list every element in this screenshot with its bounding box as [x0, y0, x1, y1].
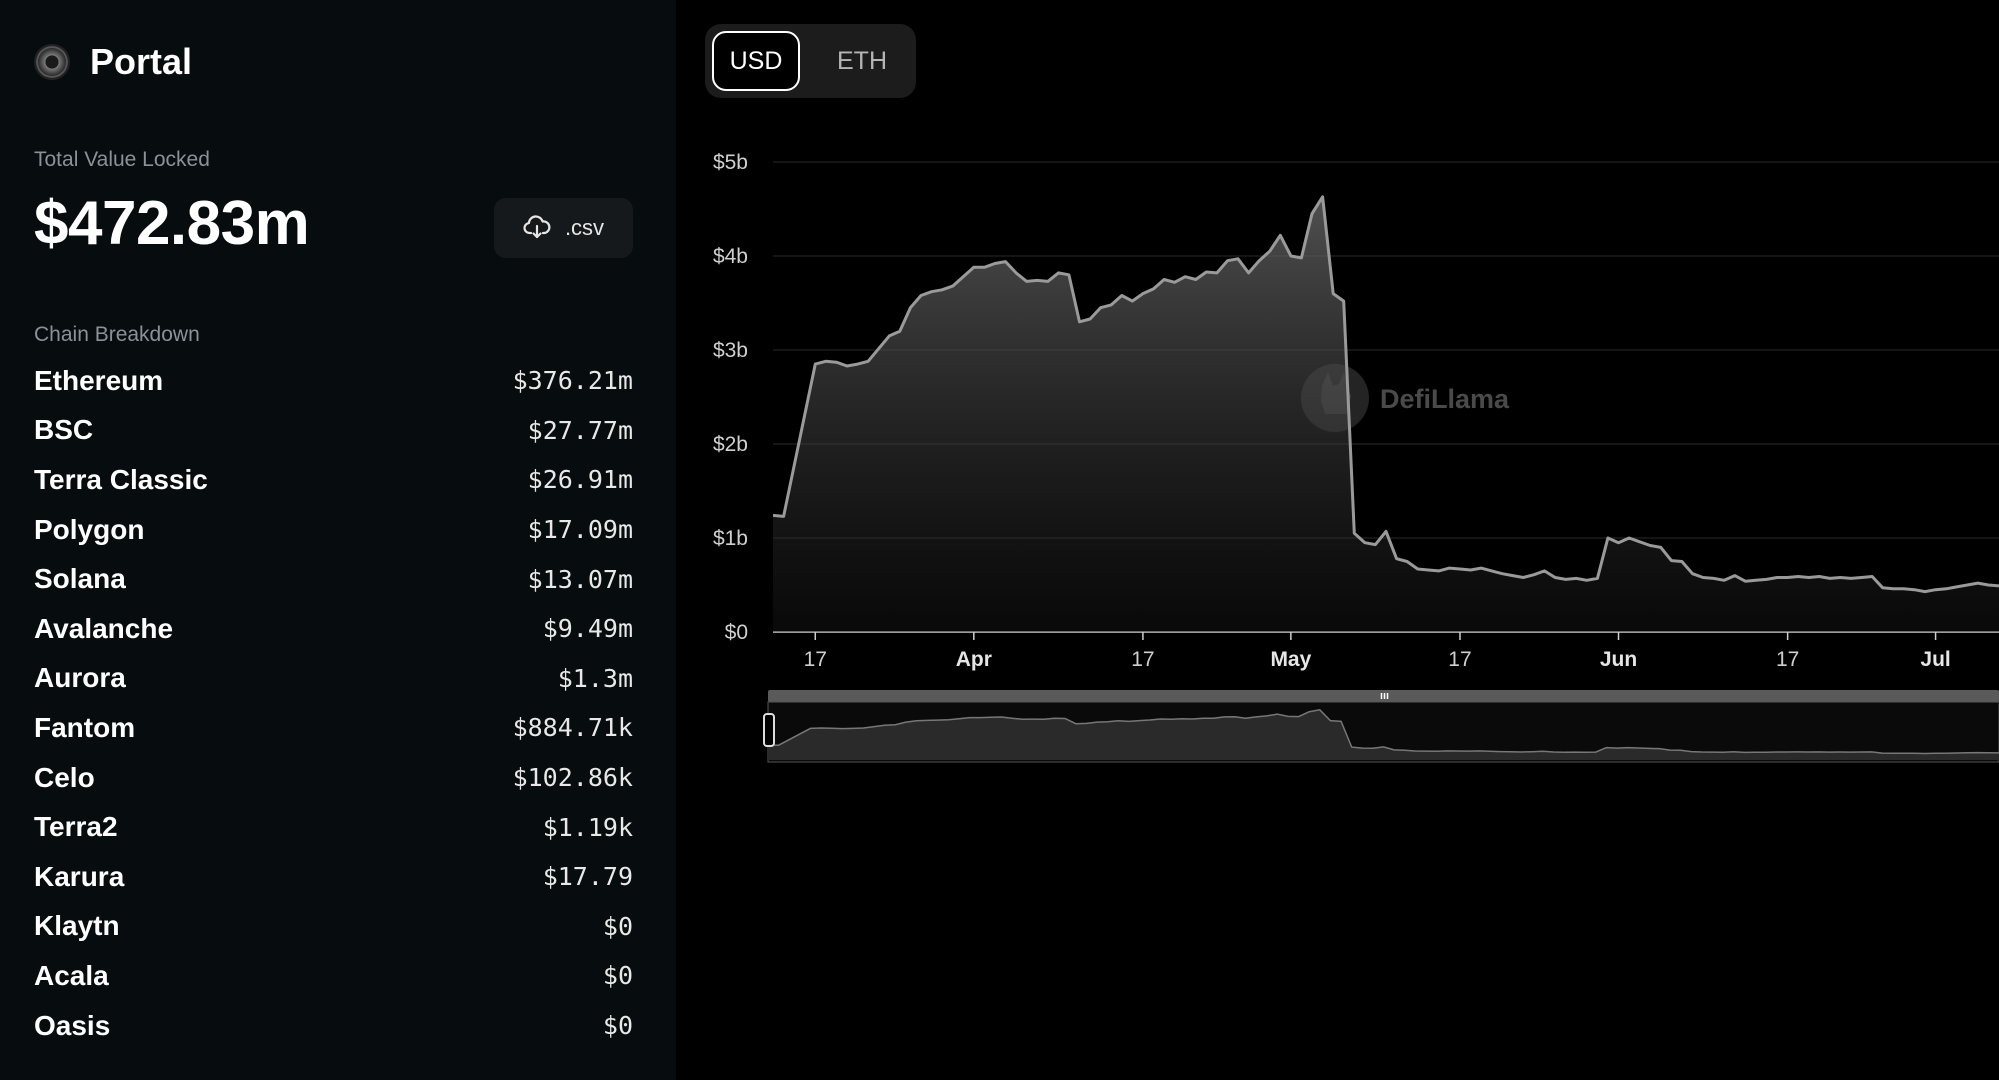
tvl-area-fill — [773, 196, 1999, 633]
chain-tvl: $0 — [602, 961, 633, 991]
chain-tvl: $9.49m — [542, 614, 633, 644]
chain-tvl: $102.86k — [512, 763, 633, 793]
download-csv-label: .csv — [564, 215, 605, 240]
chain-row: Acala $0 — [34, 951, 633, 1001]
tvl-label: Total Value Locked — [34, 148, 210, 171]
chain-breakdown-list: Ethereum $376.21m BSC $27.77m Terra Clas… — [34, 356, 633, 1050]
chain-name: Karura — [34, 860, 125, 892]
chain-tvl: $376.21m — [512, 366, 633, 396]
chain-row: Celo $102.86k — [34, 753, 633, 803]
x-tick-label: 17 — [804, 648, 827, 671]
portal-logo-icon — [34, 44, 70, 80]
chain-row: BSC $27.77m — [34, 406, 633, 456]
chain-row: Aurora $1.3m — [34, 654, 633, 704]
chain-name: Polygon — [34, 513, 145, 545]
grip-lines-icon — [1380, 693, 1389, 699]
x-tick-label: Apr — [956, 648, 992, 671]
chain-name: Acala — [34, 959, 109, 991]
chain-row: Polygon $17.09m — [34, 505, 633, 555]
chain-tvl: $27.77m — [527, 415, 633, 445]
x-tick-label: 17 — [1131, 648, 1154, 671]
chain-name: Celo — [34, 761, 95, 793]
y-tick-label: $5b — [713, 151, 748, 174]
chain-tvl: $13.07m — [527, 564, 633, 594]
chain-name: Terra Classic — [34, 463, 208, 495]
tvl-chart[interactable]: DefiLlama $0 $1b $2b $3b $4b $5b 17 Apr 17 May 17… — [690, 130, 1999, 780]
protocol-name: Portal — [90, 41, 193, 82]
y-tick-label: $4b — [713, 245, 748, 268]
chain-name: Solana — [34, 563, 126, 595]
chain-tvl: $26.91m — [527, 465, 633, 495]
zoom-preview-area — [768, 709, 1999, 760]
y-tick-label: $1b — [713, 527, 748, 550]
chain-row: Oasis $0 — [34, 1001, 633, 1051]
x-tick-label: 17 — [1776, 648, 1799, 671]
chain-name: BSC — [34, 414, 94, 446]
protocol-sidebar: Portal Total Value Locked $472.83m .csv … — [0, 0, 676, 1080]
chain-name: Aurora — [34, 662, 126, 694]
currency-toggle: USD ETH — [705, 24, 916, 98]
chain-name: Fantom — [34, 711, 136, 743]
chain-row: Avalanche $9.49m — [34, 604, 633, 654]
chain-row: Karura $17.79 — [34, 852, 633, 902]
chain-tvl: $17.09m — [527, 515, 633, 545]
chain-breakdown-label: Chain Breakdown — [34, 323, 200, 346]
zoom-preview-line — [767, 708, 1999, 755]
chain-name: Ethereum — [34, 364, 164, 396]
x-tick-label: 17 — [1448, 648, 1471, 671]
chain-name: Oasis — [34, 1009, 111, 1041]
y-tick-label: $3b — [713, 339, 748, 362]
chain-tvl: $884.71k — [512, 713, 633, 743]
tvl-chart-svg: DefiLlama $0 $1b $2b $3b $4b $5b 17 Apr 17 May 17… — [713, 151, 1999, 763]
zoom-slider-track[interactable] — [768, 690, 1999, 702]
chain-tvl: $17.79 — [542, 862, 633, 892]
y-tick-label: $2b — [713, 433, 748, 456]
chain-row: Solana $13.07m — [34, 554, 633, 604]
cloud-download-icon — [523, 215, 551, 241]
chain-name: Klaytn — [34, 910, 120, 942]
chain-tvl: $1.19k — [542, 812, 633, 842]
chain-row: Terra2 $1.19k — [34, 802, 633, 852]
chain-tvl: $0 — [602, 1011, 633, 1041]
zoom-handle-left[interactable] — [763, 713, 775, 747]
download-csv-button[interactable]: .csv — [494, 198, 633, 258]
chain-tvl: $0 — [602, 911, 633, 941]
chain-row: Klaytn $0 — [34, 902, 633, 952]
currency-option-eth[interactable]: ETH — [837, 46, 887, 75]
chain-name: Terra2 — [34, 811, 118, 843]
chain-tvl: $1.3m — [557, 663, 633, 693]
chain-row: Ethereum $376.21m — [34, 356, 633, 406]
x-tick-label: Jul — [1920, 648, 1950, 671]
y-tick-label: $0 — [725, 621, 748, 644]
tvl-value: $472.83m — [34, 189, 310, 258]
tvl-series-line — [772, 195, 1999, 594]
x-tick-label: Jun — [1600, 648, 1637, 671]
chain-row: Terra Classic $26.91m — [34, 455, 633, 505]
watermark-text: DefiLlama — [1380, 384, 1510, 414]
chain-name: Avalanche — [34, 612, 174, 644]
currency-option-usd[interactable]: USD — [712, 31, 800, 91]
chain-row: Fantom $884.71k — [34, 703, 633, 753]
x-tick-label: May — [1270, 648, 1311, 671]
protocol-header: Portal — [34, 38, 192, 86]
